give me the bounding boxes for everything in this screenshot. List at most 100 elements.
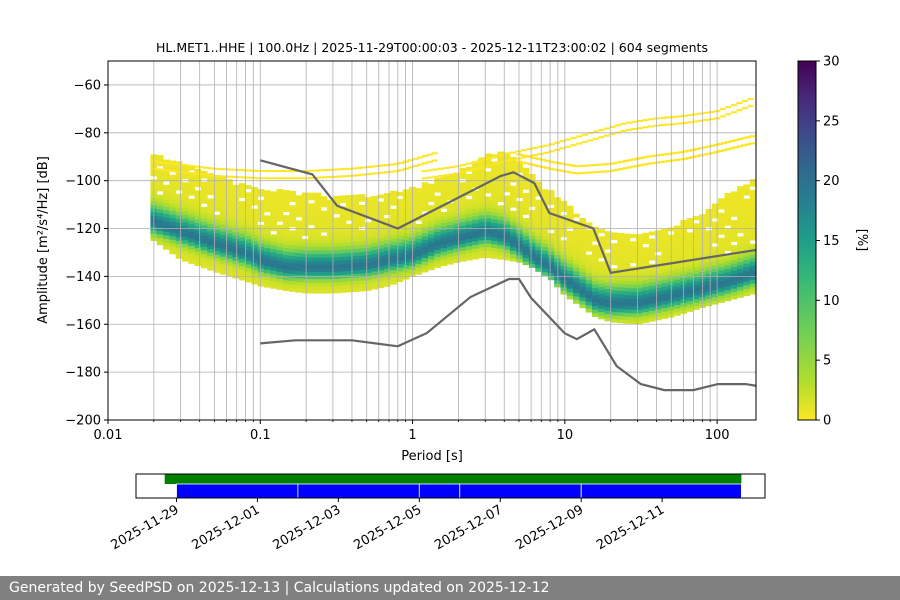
density-cell [156, 158, 164, 163]
density-cell [339, 195, 347, 200]
colorbar-label: [%] [854, 229, 869, 252]
density-cell [295, 256, 303, 261]
density-cell [295, 209, 303, 214]
density-cell [175, 186, 183, 191]
density-cell [257, 253, 265, 258]
density-cell [175, 197, 183, 202]
density-cell [333, 289, 341, 294]
density-cell [629, 287, 637, 292]
density-cell [491, 183, 498, 187]
density-cell [509, 158, 516, 161]
density-cell [604, 285, 612, 290]
density-cell [541, 225, 549, 230]
density-cell [269, 177, 276, 180]
density-cell [724, 243, 732, 248]
density-cell [718, 248, 725, 253]
density-cell [648, 125, 655, 128]
density-cell [503, 231, 511, 236]
density-cell [289, 205, 296, 210]
density-cell [537, 145, 544, 148]
density-cell [207, 216, 214, 221]
density-cell [238, 208, 246, 213]
density-cell [560, 286, 568, 291]
density-cell [163, 177, 170, 182]
density-cell [705, 248, 713, 253]
density-cell [465, 238, 473, 243]
density-cell [551, 168, 558, 171]
density-cell [232, 267, 240, 272]
colorbar-tick-label: 20 [823, 174, 840, 189]
density-cell [661, 250, 669, 255]
density-cell [576, 135, 583, 138]
density-cell [169, 196, 177, 201]
density-cell [156, 237, 164, 242]
density-cell [295, 277, 303, 282]
density-cell [497, 219, 505, 224]
density-cell [674, 254, 681, 259]
density-cell [626, 166, 633, 169]
density-cell [648, 252, 656, 257]
density-cell [276, 188, 284, 193]
density-cell [535, 157, 542, 160]
density-cell [592, 251, 599, 256]
density-cell [503, 213, 511, 218]
density-cell [333, 253, 341, 258]
density-cell [522, 261, 530, 266]
density-cell [282, 276, 290, 281]
density-cell [339, 238, 347, 243]
density-cell [749, 225, 756, 230]
density-cell [226, 233, 233, 238]
density-cell [535, 246, 542, 251]
density-cell [308, 275, 315, 280]
density-cell [737, 257, 744, 262]
density-cell [169, 164, 177, 169]
density-cell [402, 232, 410, 237]
density-cell [661, 296, 669, 301]
density-cell [320, 221, 328, 226]
density-cell [573, 242, 580, 247]
density-cell [438, 174, 445, 177]
density-cell [674, 304, 681, 309]
density-cell [345, 234, 353, 239]
density-cell [270, 191, 278, 196]
density-cell [434, 184, 442, 189]
density-cell [163, 213, 170, 218]
density-cell [434, 263, 442, 268]
density-cell [737, 145, 744, 148]
density-cell [724, 246, 732, 251]
density-cell [453, 255, 460, 260]
density-cell [421, 200, 429, 205]
density-cell [579, 257, 587, 262]
density-cell [364, 286, 372, 291]
density-cell [547, 197, 555, 202]
density-cell [636, 255, 643, 260]
density-cell [661, 286, 669, 291]
density-cell [213, 250, 221, 255]
density-cell [358, 219, 366, 224]
density-cell [484, 250, 492, 255]
density-cell [491, 244, 498, 249]
density-cell [509, 196, 517, 201]
density-cell [156, 162, 164, 167]
density-cell [749, 290, 756, 295]
density-cell [276, 275, 284, 280]
density-cell [686, 239, 694, 244]
density-cell [396, 278, 404, 283]
density-cell [543, 166, 550, 169]
density-cell [535, 224, 542, 229]
density-cell [730, 284, 738, 289]
density-cell [427, 215, 435, 220]
density-cell [579, 243, 587, 248]
density-cell [282, 236, 290, 241]
density-cell [364, 236, 372, 241]
density-cell [364, 233, 372, 238]
density-cell [181, 221, 189, 226]
density-cell [200, 221, 208, 226]
density-cell [276, 199, 284, 204]
density-cell [737, 283, 744, 288]
density-cell [314, 253, 322, 258]
density-cell [358, 283, 366, 288]
density-cell [251, 258, 259, 263]
colorbar-tick-label: 30 [823, 55, 840, 70]
density-cell [674, 308, 681, 313]
